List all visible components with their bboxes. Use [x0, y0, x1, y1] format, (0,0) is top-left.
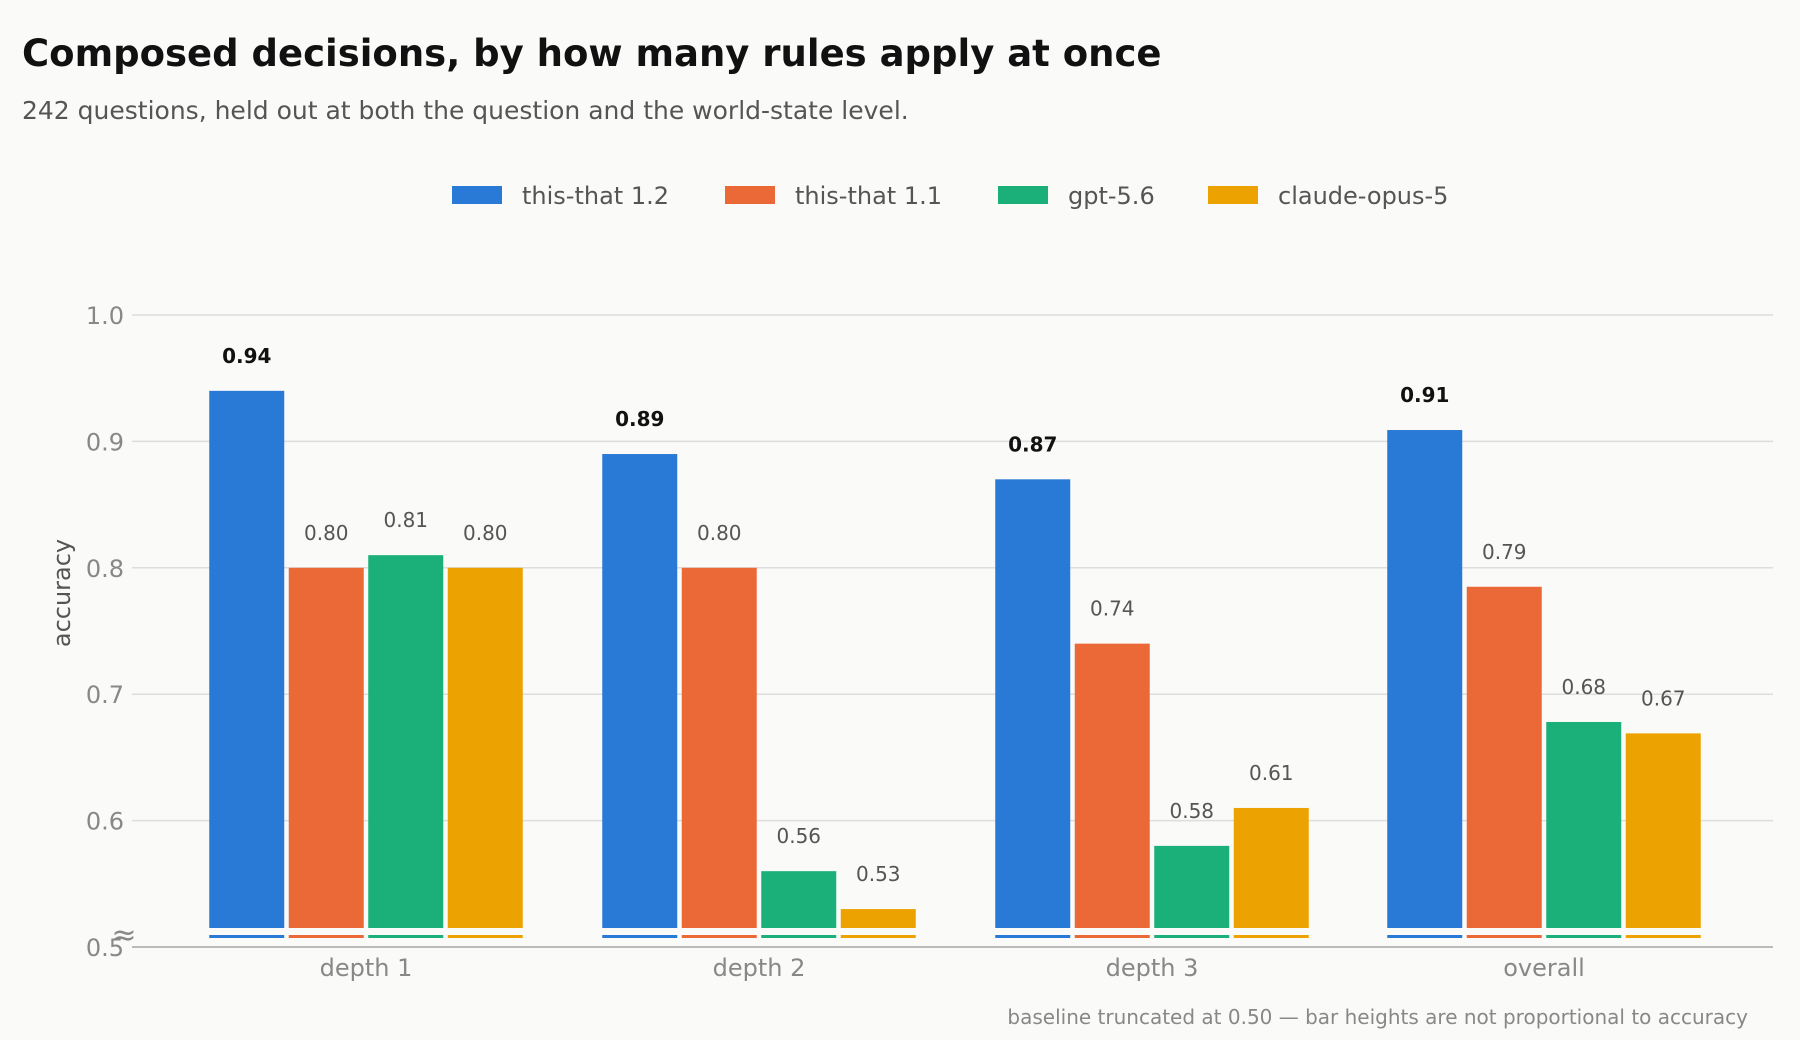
bar-value-label: 0.56	[776, 824, 821, 848]
bar-base-stub	[1625, 935, 1701, 938]
bar	[368, 555, 444, 928]
legend-label: this-that 1.2	[522, 182, 669, 210]
bar	[1387, 430, 1463, 928]
bar-value-label: 0.79	[1482, 540, 1527, 564]
y-tick-label: 0.8	[86, 555, 124, 583]
bar-base-stub	[761, 935, 837, 938]
y-axis-ticks: 0.5 0.6 0.7 0.8 0.9 1.0	[86, 302, 124, 962]
axis-break-mark: ≈	[111, 918, 136, 953]
legend-swatch	[725, 186, 775, 204]
bar	[1546, 722, 1622, 928]
bar-value-label: 0.80	[304, 521, 349, 545]
legend: this-that 1.2 this-that 1.1 gpt-5.6 claude-…	[452, 182, 1448, 210]
x-tick-label: depth 1	[320, 954, 413, 982]
bar-value-label: 0.58	[1169, 799, 1214, 823]
bar-value-label: 0.94	[222, 344, 271, 368]
bar-base-stub	[995, 935, 1071, 938]
y-tick-label: 1.0	[86, 302, 124, 330]
x-tick-label: depth 3	[1106, 954, 1199, 982]
bar-base-stub	[840, 935, 916, 938]
bar-value-label: 0.74	[1090, 597, 1135, 621]
bar-base-stub	[1233, 935, 1309, 938]
y-tick-label: 0.7	[86, 681, 124, 709]
bar-base-stub	[288, 935, 364, 938]
y-tick-label: 0.9	[86, 428, 124, 456]
bar	[995, 479, 1071, 928]
chart-title: Composed decisions, by how many rules ap…	[22, 32, 1162, 75]
bar	[761, 871, 837, 928]
legend-label: claude-opus-5	[1278, 182, 1448, 210]
bar	[1154, 845, 1230, 928]
bar-base-stub	[209, 935, 285, 938]
chart-subtitle: 242 questions, held out at both the ques…	[22, 96, 909, 125]
bar	[1625, 733, 1701, 928]
bar	[1233, 807, 1309, 928]
bar-value-label: 0.67	[1641, 686, 1686, 710]
bar	[681, 567, 757, 928]
legend-swatch	[998, 186, 1048, 204]
bar	[447, 567, 523, 928]
bar	[840, 909, 916, 928]
bar	[209, 390, 285, 929]
x-tick-label: depth 2	[713, 954, 806, 982]
legend-label: gpt-5.6	[1068, 182, 1155, 210]
bar	[288, 567, 364, 928]
bar-base-stub	[1154, 935, 1230, 938]
bar-value-label: 0.61	[1249, 761, 1294, 785]
bar-base-stub	[681, 935, 757, 938]
bar-value-label: 0.53	[856, 862, 901, 886]
bar	[1074, 643, 1150, 928]
footnote: baseline truncated at 0.50 — bar heights…	[1007, 1005, 1748, 1029]
bar-value-label: 0.89	[615, 407, 664, 431]
y-axis-title: accuracy	[48, 539, 76, 647]
x-tick-label: overall	[1503, 954, 1585, 982]
bar-base-stub	[368, 935, 444, 938]
bar-value-label: 0.80	[697, 521, 742, 545]
bar-base-stub	[1074, 935, 1150, 938]
legend-label: this-that 1.1	[795, 182, 942, 210]
x-axis-ticks: depth 1 depth 2 depth 3 overall	[320, 954, 1585, 982]
legend-swatch	[452, 186, 502, 204]
bar-value-label: 0.80	[463, 521, 508, 545]
legend-swatch	[1208, 186, 1258, 204]
bar-value-label: 0.81	[383, 508, 428, 532]
y-tick-label: 0.5	[86, 934, 124, 962]
y-tick-label: 0.6	[86, 808, 124, 836]
bar-value-label: 0.68	[1561, 675, 1606, 699]
bar-base-stub	[1387, 935, 1463, 938]
bar-value-label: 0.87	[1008, 432, 1057, 456]
bars	[209, 390, 1701, 938]
bar-base-stub	[1546, 935, 1622, 938]
bar-base-stub	[447, 935, 523, 938]
bar-base-stub	[1466, 935, 1542, 938]
bar-base-stub	[602, 935, 678, 938]
value-labels: 0.94 0.80 0.81 0.80 0.89 0.80 0.56 0.53 0.87 0.74…	[222, 344, 1685, 886]
bar	[1466, 586, 1542, 928]
bar-value-label: 0.91	[1400, 383, 1449, 407]
bar	[602, 454, 678, 928]
